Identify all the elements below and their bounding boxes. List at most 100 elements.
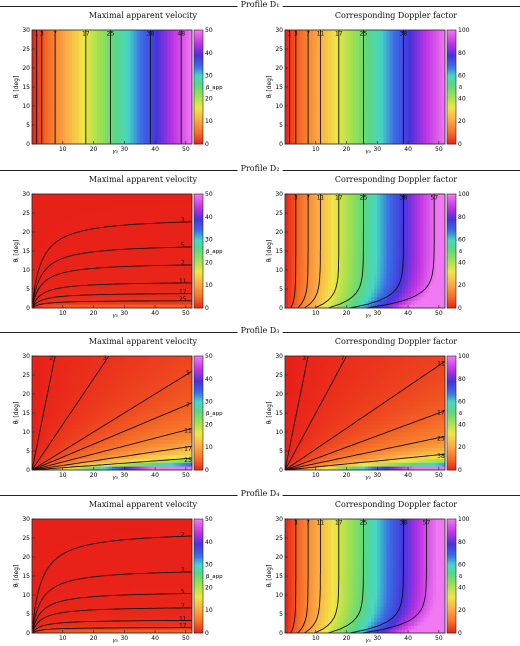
heatmap-cell — [358, 71, 363, 76]
contour-label: 1 — [35, 31, 39, 38]
heatmap-cell — [398, 56, 403, 61]
heatmap-cell — [386, 125, 391, 130]
heatmap-cell — [118, 235, 122, 240]
heatmap-cell — [50, 64, 54, 69]
heatmap-cell — [124, 273, 128, 278]
heatmap-cell — [47, 224, 51, 229]
heatmap-cell — [152, 304, 156, 309]
heatmap-cell — [188, 247, 193, 252]
heatmap-cell — [68, 56, 73, 61]
heatmap-cell — [312, 71, 317, 76]
heatmap-cell — [115, 235, 119, 240]
heatmap-cell — [426, 109, 431, 114]
colorbar-segment — [194, 132, 203, 135]
heatmap-cell — [84, 247, 88, 252]
heatmap-cell — [414, 132, 418, 137]
heatmap-cell — [321, 56, 326, 61]
heatmap-cell — [395, 83, 400, 88]
heatmap-cell — [176, 270, 181, 275]
heatmap-cell — [405, 79, 409, 84]
heatmap-cell — [133, 235, 138, 240]
heatmap-cell — [185, 232, 190, 237]
heatmap-cell — [41, 273, 45, 278]
heatmap-cell — [355, 41, 360, 46]
heatmap-cell — [124, 132, 128, 137]
heatmap-cell — [133, 247, 138, 252]
heatmap-cell — [170, 224, 174, 229]
heatmap-cell — [309, 113, 314, 118]
heatmap-cell — [145, 205, 150, 210]
heatmap-cell — [343, 136, 347, 141]
heatmap-cell — [72, 132, 76, 137]
heatmap-cell — [349, 49, 354, 54]
heatmap-cell — [32, 277, 36, 282]
heatmap-cell — [81, 94, 85, 99]
heatmap-cell — [62, 296, 67, 301]
heatmap-cell — [182, 117, 187, 122]
heatmap-cell — [90, 220, 94, 225]
colorbar-segment — [194, 134, 203, 137]
heatmap-cell — [392, 37, 397, 42]
heatmap-cell — [429, 79, 434, 84]
heatmap-cell — [93, 273, 98, 278]
heatmap-cell — [161, 128, 165, 133]
heatmap-cell — [417, 106, 421, 111]
heatmap-cell — [75, 235, 79, 240]
heatmap-cell — [325, 68, 329, 73]
heatmap-cell — [41, 106, 45, 111]
heatmap-cell — [423, 68, 427, 73]
heatmap-cell — [68, 45, 73, 50]
heatmap-cell — [173, 258, 178, 263]
heatmap-cell — [136, 266, 141, 271]
heatmap-cell — [321, 60, 326, 65]
heatmap-cell — [38, 125, 42, 130]
heatmap-cell — [414, 45, 418, 50]
panel-title-left: Maximal apparent velocity — [88, 337, 198, 346]
heatmap-cell — [72, 102, 76, 107]
colorbar-segment — [194, 50, 203, 54]
heatmap-cell — [331, 79, 335, 84]
heatmap-cell — [182, 194, 187, 199]
heatmap-cell — [81, 228, 85, 233]
heatmap-cell — [127, 83, 131, 88]
heatmap-cell — [389, 109, 394, 114]
heatmap-cell — [164, 140, 168, 145]
heatmap-cell — [50, 197, 54, 202]
heatmap-cell — [99, 71, 104, 76]
heatmap-cell — [161, 87, 165, 92]
heatmap-cell — [429, 52, 434, 57]
heatmap-cell — [44, 98, 48, 103]
heatmap-cell — [62, 106, 67, 111]
heatmap-cell — [145, 209, 150, 214]
heatmap-cell — [145, 125, 150, 130]
heatmap-cell — [90, 304, 94, 309]
heatmap-cell — [78, 289, 82, 294]
heatmap-cell — [297, 79, 301, 84]
heatmap-cell — [38, 270, 42, 275]
heatmap-cell — [179, 270, 184, 275]
heatmap-cell — [145, 247, 150, 252]
heatmap-cell — [426, 33, 431, 38]
heatmap-cell — [127, 304, 131, 309]
heatmap-cell — [56, 33, 61, 38]
heatmap-cell — [182, 239, 187, 244]
heatmap-cell — [47, 136, 51, 141]
heatmap-cell — [139, 224, 144, 229]
heatmap-cell — [50, 209, 54, 214]
heatmap-cell — [155, 197, 159, 202]
colorbar-segment — [194, 254, 203, 258]
heatmap-cell — [78, 68, 82, 73]
heatmap-cell — [32, 30, 36, 35]
heatmap-cell — [285, 132, 289, 137]
heatmap-cell — [420, 125, 424, 130]
heatmap-cell — [176, 194, 181, 199]
heatmap-cell — [188, 87, 193, 92]
heatmap-cell — [93, 98, 98, 103]
heatmap-cell — [115, 79, 119, 84]
heatmap-cell — [315, 125, 320, 130]
heatmap-cell — [325, 102, 329, 107]
heatmap-cell — [130, 228, 134, 233]
heatmap-cell — [142, 94, 147, 99]
colorbar-segment — [447, 30, 456, 33]
heatmap-cell — [99, 121, 104, 126]
